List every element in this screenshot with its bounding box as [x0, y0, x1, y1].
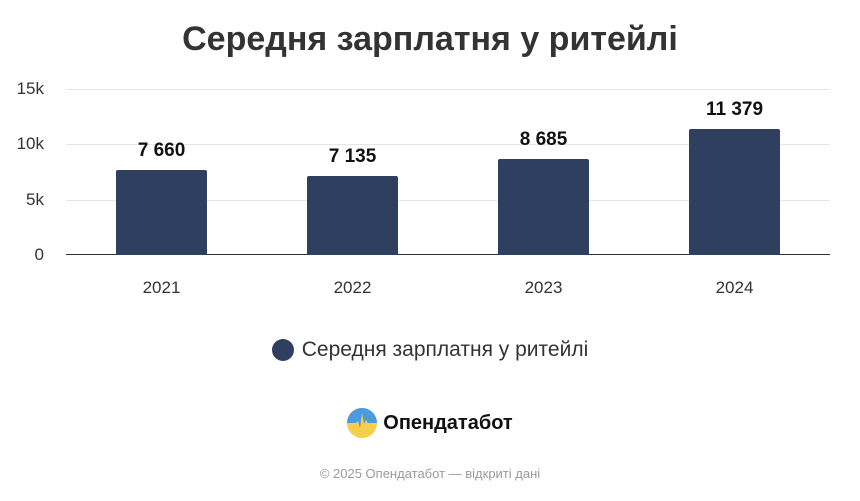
plot-area	[66, 89, 830, 255]
y-tick-label: 0	[34, 245, 44, 264]
value-label: 8 685	[519, 128, 568, 150]
value-label: 7 135	[328, 146, 377, 168]
legend-marker-icon	[271, 339, 294, 361]
brand-logo: Опендатабот	[0, 408, 860, 438]
value-label: 11 379	[705, 99, 764, 121]
legend[interactable]: Середня зарплатня у ритейлі	[0, 338, 860, 362]
gridline	[66, 144, 830, 146]
bar-2022[interactable]	[307, 176, 398, 255]
y-tick-label: 15k	[16, 79, 44, 98]
footer-copyright: © 2025 Опендатабот — відкриті дані	[319, 466, 541, 481]
y-tick-label: 10k	[16, 134, 44, 154]
bar-2023[interactable]	[498, 158, 589, 255]
opendatabot-logo-icon	[347, 408, 378, 438]
gridline	[66, 89, 830, 90]
x-tick-label: 2023	[524, 278, 563, 297]
x-tick-label: 2022	[333, 278, 372, 297]
brand-name: Опендатабот	[383, 411, 513, 434]
bar-2024[interactable]	[689, 129, 780, 255]
y-tick-label: 5k	[26, 189, 44, 209]
gridline	[66, 199, 830, 201]
value-label: 7 660	[137, 140, 186, 162]
x-tick-label: 2021	[142, 278, 181, 297]
x-tick-label: 2024	[715, 278, 754, 297]
x-axis-line	[66, 254, 830, 255]
bar-2021[interactable]	[116, 170, 207, 255]
chart-title: Середня зарплатня у ритейлі	[182, 20, 678, 58]
legend-label: Середня зарплатня у ритейлі	[301, 338, 589, 361]
